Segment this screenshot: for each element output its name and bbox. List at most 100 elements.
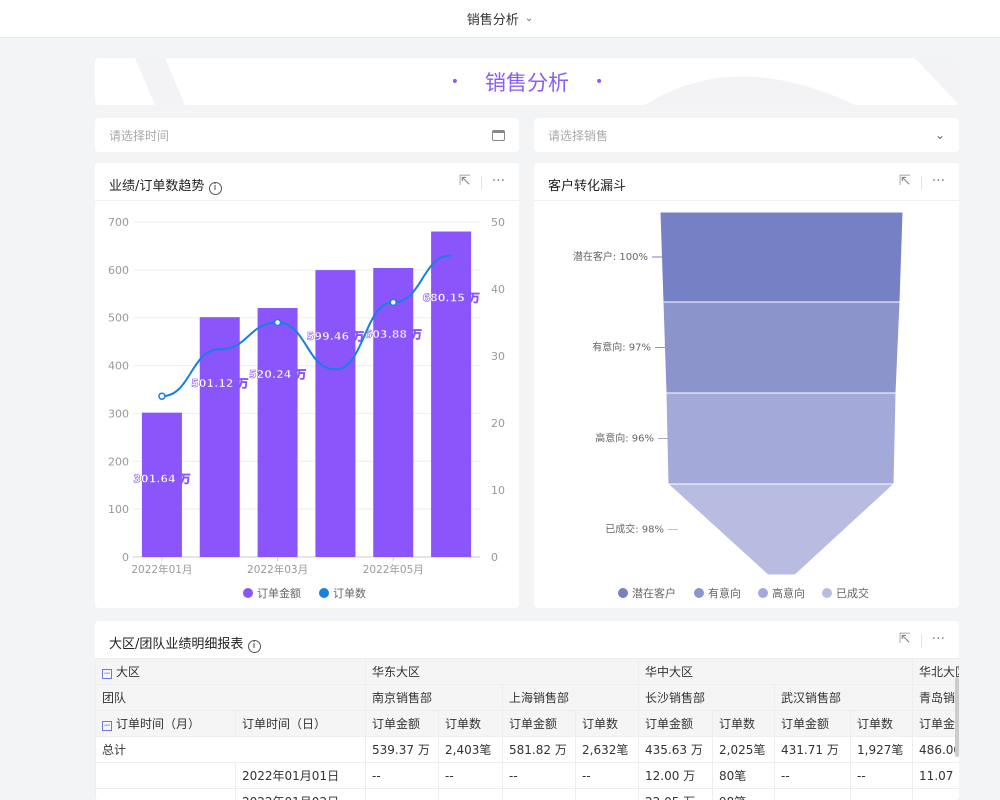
metric-header: 订单数: [438, 710, 504, 737]
funnel-card: 客户转化漏斗 ⇱ ··· 潜在客户: 100% 有意向: 97% 高意向: 96% 已成…: [534, 163, 959, 608]
funnel-title: 客户转化漏斗: [548, 179, 627, 194]
title-dot-right: •: [595, 73, 604, 90]
legend-marker: [758, 588, 768, 598]
table-row: 2022年01月02日 22.05 万98笔: [95, 788, 959, 800]
team-cell: 长沙销售部: [638, 684, 776, 711]
trend-chart: 0 100 200 300 400 500 600 700 0 10 20 30 40 50 301.64 …: [108, 216, 505, 600]
more-icon[interactable]: ···: [491, 173, 505, 189]
date-cell: 2022年01月01日: [234, 762, 367, 789]
funnel-chart: 潜在客户: 100% 有意向: 97% 高意向: 96% 已成交: 98% 潜在客户 有意…: [573, 211, 904, 600]
team-label: 团队: [95, 684, 367, 711]
region-label-text: 大区: [116, 665, 141, 679]
divider: [920, 176, 922, 190]
month-cell: [95, 788, 236, 800]
legend-marker: [618, 588, 628, 598]
y-left-tick-label: 700: [108, 216, 129, 229]
region-label[interactable]: − 大区: [95, 658, 367, 685]
bar-data-label: 599.46 万: [307, 330, 364, 343]
line-point: [158, 392, 166, 400]
bar-data-label: 301.64 万: [133, 473, 190, 486]
y-right-tick-label: 0: [491, 551, 498, 564]
x-tick-label: 2022年03月: [247, 563, 308, 576]
info-icon[interactable]: i: [208, 182, 222, 195]
total-cell: 2,632笔: [575, 736, 640, 763]
time-placeholder: 请选择时间: [109, 128, 170, 143]
y-right-tick-label: 40: [491, 283, 505, 296]
metric-header: 订单金额: [774, 710, 852, 737]
total-cell: 2,025笔: [712, 736, 776, 763]
funnel-segment: [659, 211, 904, 303]
calendar-icon: [492, 129, 505, 141]
y-left-tick-label: 0: [122, 551, 129, 564]
region-cell: 华中大区: [638, 658, 914, 685]
table-cell: 22.05 万: [638, 788, 714, 800]
table-cell: [774, 788, 852, 800]
table-cell: --: [502, 762, 577, 789]
metric-header: 订单数: [850, 710, 914, 737]
y-right-tick-label: 20: [491, 417, 505, 430]
y-left-tick-label: 100: [108, 503, 129, 516]
y-left-tick-label: 400: [108, 360, 129, 373]
funnel-segment: [666, 483, 896, 576]
dashboard-title: 销售分析: [466, 13, 519, 28]
funnel-label: 高意向: 96%: [595, 432, 654, 445]
legend-label: 订单数: [333, 587, 366, 600]
table-cell: [575, 788, 640, 800]
dashboard-switcher[interactable]: 销售分析 ⌄: [0, 0, 1000, 38]
total-cell: 435.63 万: [638, 736, 714, 763]
collapse-icon[interactable]: −: [102, 669, 112, 679]
table-cell: 98笔: [712, 788, 776, 800]
metric-header: 订单金额: [912, 710, 959, 737]
legend-label: 订单金额: [257, 586, 301, 600]
divider: [920, 634, 922, 648]
table-cell: [438, 788, 504, 800]
sales-select[interactable]: 请选择销售 ⌄: [534, 118, 959, 152]
expand-icon[interactable]: ⇱: [898, 173, 911, 189]
y-left-tick-label: 600: [108, 264, 129, 277]
y-right-tick-label: 30: [491, 350, 505, 363]
expand-icon[interactable]: ⇱: [458, 173, 471, 189]
vertical-scrollbar[interactable]: [955, 677, 959, 757]
expand-icon[interactable]: ⇱: [898, 631, 911, 647]
bar: [431, 231, 472, 557]
legend-label: 潜在客户: [632, 586, 676, 600]
bar-data-label: 603.88 万: [365, 328, 422, 341]
time-picker[interactable]: 请选择时间: [95, 118, 519, 152]
bar-data-label: 501.12 万: [191, 377, 248, 390]
pivot-table: −大区 华东大区 华中大区 华北大区 团队 南京销售部 上海销售部 长沙销售部 …: [95, 658, 959, 800]
bar: [315, 270, 356, 557]
table-cell: --: [365, 762, 440, 789]
more-icon[interactable]: ···: [931, 173, 945, 189]
table-cell: --: [850, 762, 914, 789]
total-cell: 1,927笔: [850, 736, 914, 763]
detail-table-card: 大区/团队业绩明细报表 i ⇱ ··· −大区 华东大区 华中大区 华北大区 团队…: [95, 621, 959, 800]
table-cell: [365, 788, 440, 800]
bar: [373, 268, 414, 557]
x-tick-label: 2022年01月: [131, 563, 192, 576]
y-left-tick-label: 500: [108, 312, 129, 325]
collapse-icon[interactable]: −: [102, 721, 112, 731]
table-cell: [502, 788, 577, 800]
total-cell: 2,403笔: [438, 736, 504, 763]
chevron-down-icon: ⌄: [524, 13, 534, 24]
x-tick-label: 2022年05月: [363, 563, 424, 576]
metric-header-row: − 订单时间（月） 订单时间（日） 订单金额 订单数 订单金额 订单数 订单金额 订单数 订单…: [95, 710, 959, 737]
team-cell: 上海销售部: [502, 684, 640, 711]
header-banner: • 销售分析 •: [95, 58, 959, 105]
metric-header: 订单金额: [365, 710, 440, 737]
more-icon[interactable]: ···: [931, 631, 945, 647]
trend-title: 业绩/订单数趋势 i: [109, 175, 222, 195]
month-label[interactable]: − 订单时间（月）: [95, 710, 236, 737]
team-cell: 南京销售部: [365, 684, 504, 711]
table-row: 2022年01月01日 -- -- -- -- 12.00 万 80笔 -- -- 11.07: [95, 762, 959, 789]
region-header-row: −大区 华东大区 华中大区 华北大区: [95, 658, 959, 685]
legend-marker: [694, 588, 704, 598]
info-icon[interactable]: i: [247, 640, 261, 653]
y-right-tick-label: 50: [491, 216, 505, 229]
funnel-label: 潜在客户: 100%: [573, 250, 648, 263]
table-cell: 12.00 万: [638, 762, 714, 789]
table-cell: [850, 788, 914, 800]
total-cell: 581.82 万: [502, 736, 577, 763]
table-title: 大区/团队业绩明细报表 i: [109, 633, 261, 653]
